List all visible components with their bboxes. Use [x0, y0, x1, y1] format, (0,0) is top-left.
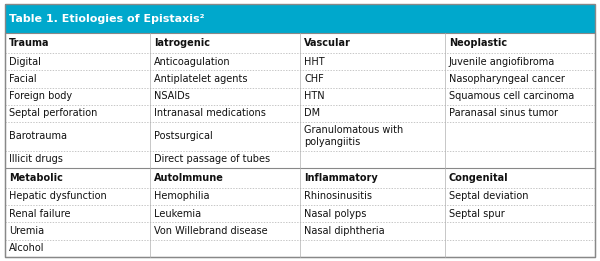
Text: Illicit drugs: Illicit drugs	[9, 154, 63, 164]
Text: Neoplastic: Neoplastic	[449, 38, 507, 48]
Text: HHT: HHT	[304, 57, 325, 67]
Text: NSAIDs: NSAIDs	[154, 91, 190, 101]
Text: Septal spur: Septal spur	[449, 209, 505, 219]
Text: Hemophilia: Hemophilia	[154, 192, 209, 201]
Text: Antiplatelet agents: Antiplatelet agents	[154, 74, 247, 84]
Text: Von Willebrand disease: Von Willebrand disease	[154, 226, 268, 236]
Text: CHF: CHF	[304, 74, 324, 84]
Text: Congenital: Congenital	[449, 173, 508, 183]
Text: Paranasal sinus tumor: Paranasal sinus tumor	[449, 109, 557, 118]
Text: Septal perforation: Septal perforation	[9, 109, 98, 118]
Text: Table 1. Etiologies of Epistaxis²: Table 1. Etiologies of Epistaxis²	[9, 14, 205, 23]
Text: Leukemia: Leukemia	[154, 209, 201, 219]
Text: Digital: Digital	[9, 57, 41, 67]
Text: Anticoagulation: Anticoagulation	[154, 57, 230, 67]
Text: Trauma: Trauma	[9, 38, 50, 48]
Text: DM: DM	[304, 109, 320, 118]
Text: Squamous cell carcinoma: Squamous cell carcinoma	[449, 91, 574, 101]
Text: Hepatic dysfunction: Hepatic dysfunction	[9, 192, 107, 201]
Text: Juvenile angiofibroma: Juvenile angiofibroma	[449, 57, 555, 67]
Text: Vascular: Vascular	[304, 38, 351, 48]
Text: Facial: Facial	[9, 74, 37, 84]
Bar	[5, 4, 595, 33]
Text: HTN: HTN	[304, 91, 325, 101]
Text: Nasopharyngeal cancer: Nasopharyngeal cancer	[449, 74, 565, 84]
Text: Direct passage of tubes: Direct passage of tubes	[154, 154, 270, 164]
Text: Intranasal medications: Intranasal medications	[154, 109, 266, 118]
Text: Nasal polyps: Nasal polyps	[304, 209, 367, 219]
Text: Metabolic: Metabolic	[9, 173, 63, 183]
Text: Postsurgical: Postsurgical	[154, 131, 212, 141]
Text: Nasal diphtheria: Nasal diphtheria	[304, 226, 385, 236]
Text: Granulomatous with
polyangiitis: Granulomatous with polyangiitis	[304, 125, 403, 147]
Text: Barotrauma: Barotrauma	[9, 131, 67, 141]
Text: Renal failure: Renal failure	[9, 209, 71, 219]
Text: Inflammatory: Inflammatory	[304, 173, 378, 183]
Text: Foreign body: Foreign body	[9, 91, 72, 101]
Text: Alcohol: Alcohol	[9, 243, 44, 253]
Text: Septal deviation: Septal deviation	[449, 192, 528, 201]
Text: Iatrogenic: Iatrogenic	[154, 38, 209, 48]
Text: Uremia: Uremia	[9, 226, 44, 236]
Text: AutoImmune: AutoImmune	[154, 173, 224, 183]
Text: Rhinosinusitis: Rhinosinusitis	[304, 192, 372, 201]
